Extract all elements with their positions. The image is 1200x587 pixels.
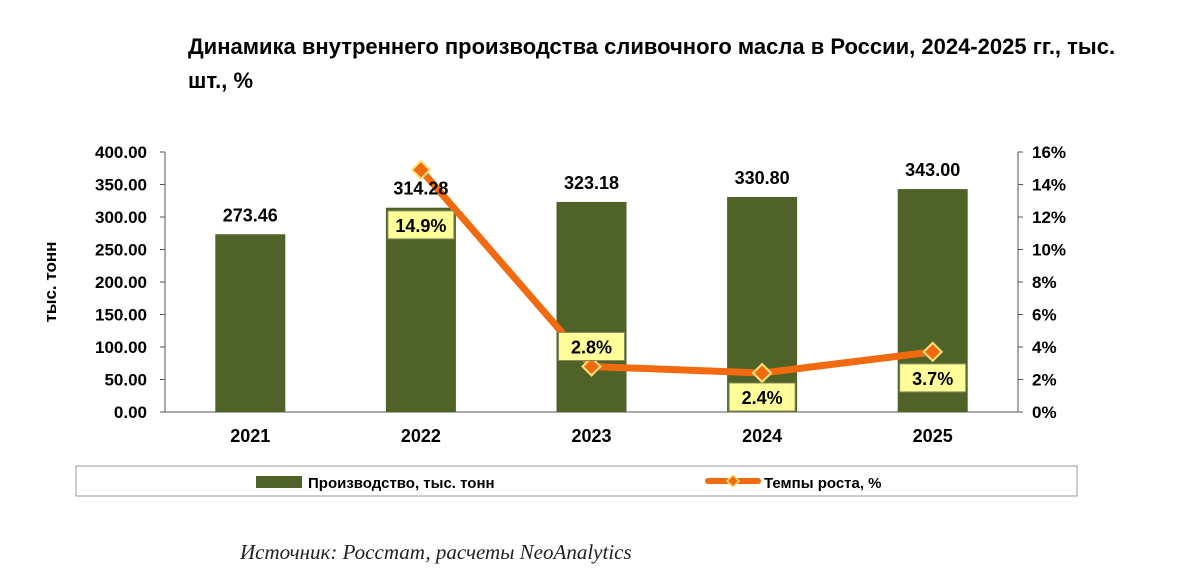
bar [556,201,627,412]
y-tick-label-left: 0.00 [114,403,147,422]
y-tick-label-right: 12% [1032,208,1066,227]
y-tick-label-left: 50.00 [104,371,147,390]
y-tick-label-left: 300.00 [95,208,147,227]
y-tick-label-right: 14% [1032,176,1066,195]
y-tick-label-left: 350.00 [95,176,147,195]
y-tick-label-right: 8% [1032,273,1057,292]
bar-value-label: 314.28 [393,179,448,199]
x-tick-label: 2023 [571,426,611,446]
y-tick-label-right: 10% [1032,241,1066,260]
bar [215,234,286,412]
line-marker [410,159,432,181]
line-label-box [558,332,625,361]
x-tick-label: 2024 [742,426,782,446]
line-marker [922,341,944,363]
y-tick-label-left: 400.00 [95,143,147,162]
bar-value-label: 330.80 [735,168,790,188]
y-tick-label-left: 150.00 [95,306,147,325]
y-tick-label-right: 4% [1032,338,1057,357]
growth-line [417,166,937,377]
y-tick-label-right: 6% [1032,306,1057,325]
line-label-box [728,382,796,412]
chart-title: Динамика внутреннего производства сливоч… [188,34,1116,93]
legend-box [75,465,1078,497]
x-tick-label: 2025 [913,426,953,446]
line-label-box [387,210,455,240]
y-tick-label-right: 2% [1032,371,1057,390]
y-tick-label-left: 100.00 [95,338,147,357]
line-marker [751,362,773,384]
line-marker [581,356,602,377]
y-axis-title: тыс. тонн [41,242,60,323]
line-value-label: 2.8% [571,338,612,358]
line-value-label: 3.7% [912,369,953,389]
source-note: Источник: Росстат, расчеты NeoAnalytics [240,540,632,564]
line-value-label: 14.9% [395,216,446,236]
legend-label-line: Темпы роста, % [764,475,882,492]
x-tick-label: 2022 [401,426,441,446]
legend-swatch-bar [256,476,302,488]
y-tick-label-left: 200.00 [95,273,147,292]
bar-value-label: 343.00 [905,160,960,180]
line-value-label: 2.4% [742,388,783,408]
y-tick-label-right: 16% [1032,143,1066,162]
bar [385,207,456,412]
bar-value-label: 323.18 [564,173,619,193]
line-label-box [899,363,967,393]
y-tick-label-right: 0% [1032,403,1057,422]
legend-swatch-marker [725,473,741,489]
bar-value-label: 273.46 [223,205,278,225]
legend-label-bar: Производство, тыс. тонн [308,475,495,492]
y-tick-label-left: 250.00 [95,241,147,260]
x-tick-label: 2021 [230,426,270,446]
